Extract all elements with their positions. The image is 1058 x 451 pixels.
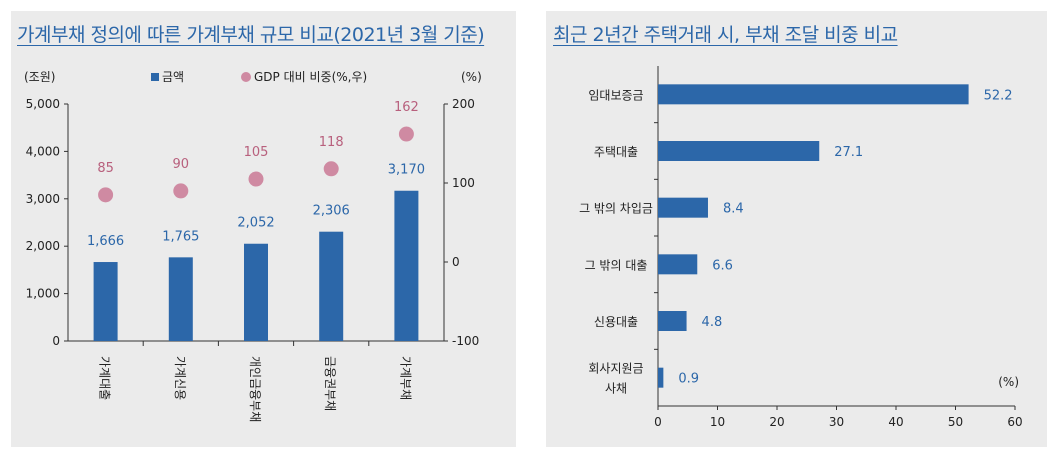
h-chart-x-tick-label: 30 [829, 415, 844, 429]
hbar-value-label: 8.4 [723, 202, 744, 217]
left-chart-title: 가계부채 정의에 따른 가계부채 규모 비교(2021년 3월 기준) [17, 24, 485, 46]
left-y-unit: (조원) [24, 70, 55, 84]
h-chart-category-label: 임대보증금 [588, 88, 643, 102]
hbar-회사지원금 [658, 367, 664, 388]
hbar-그 밖의 대출 [658, 254, 698, 275]
left-y-tick-label: 1,000 [26, 287, 60, 301]
bar-value-label: 2,052 [237, 216, 274, 231]
hbar-임대보증금 [658, 84, 969, 105]
left-y-tick-label: 0 [52, 334, 60, 348]
left-y-tick-label: 5,000 [26, 97, 60, 111]
h-chart-category-label: 신용대출 [594, 315, 638, 329]
gdp-dot-label: 105 [244, 145, 269, 160]
h-chart-x-tick-label: 20 [769, 415, 784, 429]
right-y-tick-label: 200 [452, 97, 475, 111]
h-chart-x-unit: (%) [998, 375, 1019, 389]
gdp-dot-label: 85 [97, 161, 114, 176]
x-category-label: 가계대출 [98, 356, 112, 400]
gdp-dot-가계신용 [173, 183, 189, 199]
gdp-dot-가계부채 [398, 126, 414, 142]
hbar-value-label: 6.6 [712, 258, 733, 273]
right-y-tick-label: 0 [452, 255, 460, 269]
bar-가계신용 [168, 257, 193, 341]
hbar-value-label: 52.2 [984, 88, 1013, 103]
gdp-dot-label: 118 [319, 135, 344, 150]
hbar-신용대출 [658, 311, 687, 331]
h-chart-x-tick-label: 0 [654, 415, 662, 429]
h-chart-x-tick-label: 10 [710, 415, 725, 429]
gdp-dot-label: 162 [394, 100, 419, 115]
x-category-label: 개인금융부채 [248, 356, 262, 422]
bar-가계부채 [394, 190, 419, 341]
legend-bar-swatch [151, 73, 159, 81]
hbar-value-label: 27.1 [834, 145, 863, 160]
right-chart-title: 최근 2년간 주택거래 시, 부채 조달 비중 비교 [553, 24, 898, 46]
hbar-value-label: 4.8 [702, 315, 723, 330]
left-y-tick-label: 4,000 [26, 144, 60, 158]
bar-가계대출 [93, 262, 118, 341]
legend-dot-swatch [241, 72, 251, 82]
gdp-dot-금융권부채 [323, 161, 339, 177]
h-chart-category-label: 그 밖의 대출 [585, 258, 648, 272]
right-y-tick-label: -100 [452, 334, 479, 348]
h-chart-x-tick-label: 50 [948, 415, 963, 429]
h-chart-category-label: 주택대출 [594, 145, 638, 159]
legend-dot-label: GDP 대비 비중(%,우) [254, 70, 367, 84]
bar-value-label: 2,306 [313, 204, 350, 219]
hbar-주택대출 [658, 141, 820, 161]
right-y-tick-label: 100 [452, 176, 475, 190]
h-chart-category-label: 사채 [605, 382, 627, 396]
h-chart-category-label: 회사지원금 [588, 362, 643, 376]
gdp-dot-개인금융부채 [248, 171, 264, 187]
left-y-tick-label: 2,000 [26, 239, 60, 253]
bar-value-label: 1,666 [87, 234, 124, 249]
hbar-value-label: 0.9 [678, 372, 699, 387]
gdp-dot-label: 90 [173, 157, 190, 172]
bar-개인금융부채 [244, 243, 268, 341]
x-category-label: 가계신용 [173, 356, 187, 400]
right-y-unit: (%) [461, 70, 482, 84]
left-y-tick-label: 3,000 [26, 192, 60, 206]
right-chart-panel [546, 11, 1047, 447]
legend-bar-label: 금액 [162, 70, 184, 84]
gdp-dot-가계대출 [98, 187, 114, 203]
hbar-그 밖의 차입금 [658, 197, 708, 218]
left-chart-panel [11, 11, 516, 447]
bar-value-label: 1,765 [162, 229, 199, 244]
h-chart-category-label: 그 밖의 차입금 [579, 202, 653, 216]
bar-금융권부채 [319, 231, 344, 341]
bar-value-label: 3,170 [388, 163, 425, 178]
h-chart-x-tick-label: 60 [1007, 415, 1022, 429]
x-category-label: 금융권부채 [323, 356, 337, 411]
h-chart-x-tick-label: 40 [888, 415, 903, 429]
x-category-label: 가계부채 [398, 356, 412, 400]
